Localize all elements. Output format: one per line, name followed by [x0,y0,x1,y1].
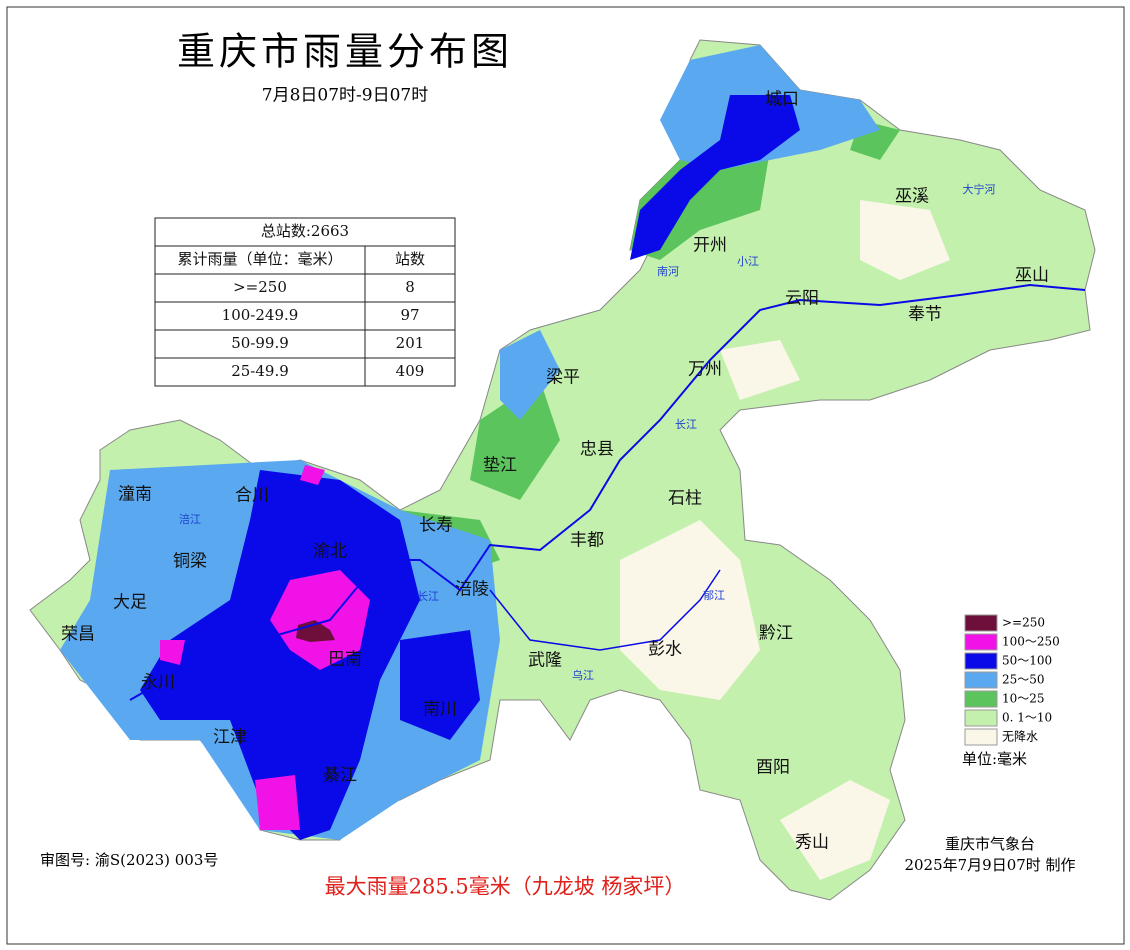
table-cell: 409 [396,362,425,380]
rain-over-250 [296,620,335,642]
legend-label: 25～50 [1002,673,1045,687]
place-label: 忠县 [580,440,614,460]
rain-100-250 [160,465,370,830]
legend: >=250 100～250 50～100 25～50 10～25 0. 1～10 无降水 [964,614,1060,746]
yangtze-river [129,283,1086,701]
legend-swatch [964,709,998,727]
table-cell: 97 [400,306,419,324]
place-label: 綦江 [323,766,357,786]
no-rain-area [620,200,950,880]
place-label: 彭水 [648,640,682,660]
river-labels: 涪江 长江 长江 乌江 郁江 大宁河 南河 小江 [179,182,996,682]
river-label: 南河 [657,265,679,278]
place-label: 万州 [688,360,722,380]
legend-swatch [964,728,998,746]
legend-label: 10～25 [1002,692,1045,706]
table-cell: >=250 [233,278,287,296]
table-cell: 50-99.9 [231,334,289,352]
wu-river [489,569,721,651]
place-label: 荣昌 [61,625,95,645]
place-label: 秀山 [795,833,829,853]
legend-swatch [964,633,998,651]
place-label: 黔江 [759,624,793,644]
place-label: 南川 [423,700,457,720]
place-label: 大足 [113,593,147,613]
place-label: 巫溪 [895,187,929,207]
legend-unit: 单位:毫米 [962,750,1027,768]
place-label: 云阳 [785,289,819,309]
place-label: 巫山 [1015,266,1049,286]
place-labels: 城口 巫溪 开州 巫山 云阳 奉节 梁平 万州 忠县 垫江 石柱 潼南 合川 长… [61,90,1049,853]
table-header: 累计雨量（单位：毫米） [177,250,342,268]
table-header: 站数 [395,250,425,268]
place-label: 永川 [141,673,175,693]
place-label: 垫江 [483,456,517,476]
issuer: 重庆市气象台 [945,835,1035,853]
place-label: 长寿 [419,516,453,536]
legend-label: 无降水 [1002,730,1038,744]
rain-10-25 [400,120,900,580]
station-table: 总站数:2663 累计雨量（单位：毫米） 站数 >=250 8 100-249.9 9… [154,217,456,387]
river-label: 长江 [675,418,697,431]
title: 重庆市雨量分布图 [177,30,513,74]
table-cell: 25-49.9 [231,362,289,380]
max-rainfall: 最大雨量285.5毫米（九龙坡 杨家坪） [325,875,686,899]
table-total: 总站数:2663 [261,222,349,240]
place-label: 奉节 [908,305,942,325]
legend-label: 0. 1～10 [1002,711,1052,725]
legend-label: 50～100 [1002,654,1052,668]
river-label: 小江 [737,255,759,268]
legend-swatch [964,690,998,708]
map-number: 审图号: 渝S(2023) 003号 [40,851,218,869]
legend-swatch [964,652,998,670]
place-label: 石柱 [668,489,702,509]
table-cell: 100-249.9 [222,306,299,324]
legend-swatch [964,614,998,632]
map [29,39,1096,901]
place-label: 梁平 [546,368,580,388]
place-label: 开州 [693,236,727,256]
river-label: 涪江 [179,512,201,526]
river-label: 乌江 [572,668,594,682]
legend-label: 100～250 [1002,635,1060,649]
legend-label: >=250 [1002,616,1045,630]
place-label: 潼南 [118,485,152,505]
place-label: 丰都 [570,531,604,551]
legend-swatch [964,671,998,689]
table-cell: 8 [405,278,415,296]
place-label: 城口 [765,90,799,110]
issue-time: 2025年7月9日07时 制作 [904,856,1075,874]
place-label: 江津 [213,728,247,748]
table-cell: 201 [396,334,425,352]
river-label: 郁江 [703,588,725,602]
river-label: 长江 [417,590,439,603]
subtitle: 7月8日07时-9日07时 [262,86,428,106]
place-label: 涪陵 [455,580,489,600]
place-label: 酉阳 [756,758,790,778]
place-label: 渝北 [313,542,347,562]
place-label: 铜梁 [173,552,207,572]
river-label: 大宁河 [963,182,996,196]
place-label: 武隆 [528,651,562,671]
place-label: 合川 [235,486,269,506]
place-label: 巴南 [328,650,362,670]
